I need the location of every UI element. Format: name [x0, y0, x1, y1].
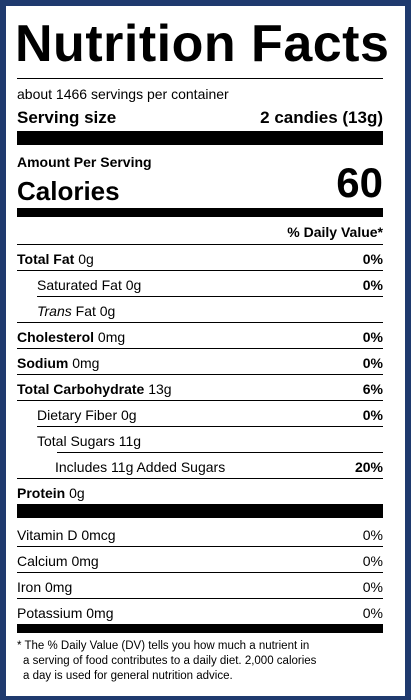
trans-fat-row: Trans Fat 0g	[37, 303, 115, 319]
divider	[17, 374, 383, 375]
dietary-fiber-dv: 0%	[362, 407, 383, 423]
total-carbohydrate-row: Total Carbohydrate 13g	[17, 381, 172, 397]
vitamin-d-label: Vitamin D 0mcg	[17, 527, 116, 543]
protein-row: Protein 0g	[17, 485, 85, 501]
cholesterol-dv: 0%	[362, 329, 383, 345]
total-carbohydrate-amount: 13g	[148, 381, 172, 397]
divider	[37, 426, 383, 427]
total-fat-amount: 0g	[78, 251, 94, 267]
added-sugars-label: Includes 11g Added Sugars	[55, 459, 226, 475]
label-title: Nutrition Facts	[15, 15, 390, 73]
cholesterol-label: Cholesterol	[17, 329, 95, 345]
amount-per-serving: Amount Per Serving	[17, 154, 152, 170]
serving-size-label: Serving size	[17, 108, 117, 127]
total-fat-row: Total Fat 0g	[17, 251, 94, 267]
cholesterol-amount: 0mg	[97, 329, 126, 345]
iron-dv: 0%	[362, 579, 383, 595]
total-sugars-label: Total Sugars 11g	[37, 433, 142, 449]
calories-value: 60	[336, 159, 383, 206]
footnote-line-2: a serving of food contributes to a daily…	[23, 655, 317, 667]
daily-value-header: % Daily Value*	[287, 224, 383, 240]
divider	[17, 546, 383, 547]
sodium-dv: 0%	[362, 355, 383, 371]
trans-fat-rest: Fat 0g	[75, 303, 116, 319]
calcium-dv: 0%	[362, 553, 383, 569]
total-carbohydrate-label: Total Carbohydrate	[17, 381, 145, 397]
serving-size-value: 2 candies (13g)	[260, 108, 383, 127]
sodium-label: Sodium	[17, 355, 69, 371]
thick-divider	[17, 131, 383, 145]
divider	[17, 270, 383, 271]
divider	[57, 452, 383, 453]
cholesterol-row: Cholesterol 0mg	[17, 329, 125, 345]
medium-divider	[17, 208, 383, 217]
calcium-label: Calcium 0mg	[17, 553, 99, 569]
calories-label: Calories	[17, 176, 120, 206]
protein-amount: 0g	[69, 485, 85, 501]
potassium-dv: 0%	[362, 605, 383, 621]
divider	[17, 348, 383, 349]
total-carbohydrate-dv: 6%	[362, 381, 383, 397]
divider	[17, 244, 383, 245]
trans-fat-italic: Trans	[37, 303, 72, 319]
divider	[17, 598, 383, 599]
divider	[17, 572, 383, 573]
dietary-fiber-label: Dietary Fiber 0g	[37, 407, 137, 423]
divider	[17, 400, 383, 401]
total-fat-label: Total Fat	[17, 251, 75, 267]
servings-per-container: about 1466 servings per container	[17, 86, 229, 102]
sodium-amount: 0mg	[72, 355, 100, 371]
saturated-fat-dv: 0%	[362, 277, 383, 293]
divider	[17, 478, 383, 479]
divider	[17, 78, 383, 79]
divider	[37, 296, 383, 297]
thick-divider	[17, 504, 383, 518]
total-fat-dv: 0%	[362, 251, 383, 267]
footnote-line-1: * The % Daily Value (DV) tells you how m…	[17, 640, 310, 652]
saturated-fat-label: Saturated Fat 0g	[37, 277, 142, 293]
sodium-row: Sodium 0mg	[17, 355, 99, 371]
added-sugars-dv: 20%	[354, 459, 383, 475]
nutrition-label-content: Nutrition Facts about 1466 servings per …	[15, 6, 390, 696]
iron-label: Iron 0mg	[17, 579, 73, 595]
footnote-line-3: a day is used for general nutrition advi…	[23, 670, 233, 682]
vitamin-d-dv: 0%	[362, 527, 383, 543]
nutrition-label: Nutrition Facts about 1466 servings per …	[6, 6, 405, 696]
potassium-label: Potassium 0mg	[17, 605, 114, 621]
divider	[17, 322, 383, 323]
medium-divider	[17, 624, 383, 633]
protein-label: Protein	[17, 485, 66, 501]
